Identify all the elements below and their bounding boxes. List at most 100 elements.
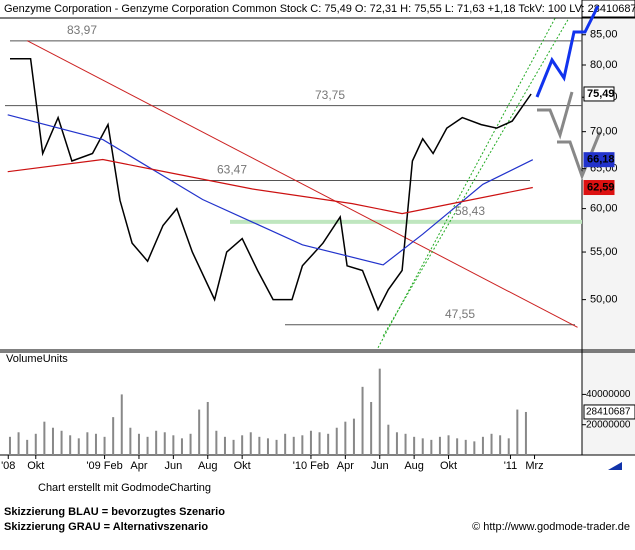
price-label: 66,18 [587, 154, 615, 166]
volume-bar [77, 438, 80, 455]
volume-bar [404, 433, 407, 455]
volume-bar [17, 432, 20, 455]
x-tick-label: Aug [404, 460, 424, 472]
x-tick-label: Okt [27, 460, 44, 472]
x-tick-label: Jun [371, 460, 389, 472]
y-tick-label: 50,00 [590, 294, 618, 306]
x-tick-label: '11 [504, 460, 518, 472]
y-tick-label: 60,00 [590, 203, 618, 215]
x-tick-label: Aug [198, 460, 218, 472]
volume-bar [327, 433, 330, 455]
volume-bar [524, 411, 527, 455]
volume-bar [8, 436, 11, 455]
x-tick-label: Apr [130, 460, 147, 472]
volume-bar [301, 435, 304, 455]
y-tick-label: 55,00 [590, 246, 618, 258]
price-label-box [583, 86, 615, 102]
volume-bar [490, 433, 493, 455]
volume-bar [94, 433, 97, 455]
x-tick-label: Apr [337, 460, 354, 472]
volume-bar [318, 432, 321, 455]
price-line [7, 114, 534, 266]
volume-bar [43, 421, 46, 455]
y-tick-label: 70,00 [590, 126, 618, 138]
volume-bar [361, 386, 364, 455]
source: © http://www.godmode-trader.de [472, 521, 630, 533]
volume-bar [421, 438, 424, 455]
volume-bar [241, 435, 244, 455]
volume-bar [266, 438, 269, 455]
volume-last-box [583, 404, 635, 420]
volume-bar [499, 435, 502, 455]
volume-bar [447, 435, 450, 455]
volume-bar [163, 432, 166, 455]
volume-bar [464, 439, 467, 455]
volume-bar [430, 439, 433, 455]
volume-bar [51, 427, 54, 455]
volume-bar [438, 436, 441, 455]
level-label: 47,55 [445, 307, 475, 321]
x-tick-label: '08 [1, 460, 15, 472]
plot-area [5, 18, 582, 349]
level-label: 83,97 [67, 23, 97, 37]
volume-bar [516, 409, 519, 455]
price-label: 75,49 [587, 88, 615, 100]
volume-bar [180, 438, 183, 455]
volume-bar [507, 438, 510, 455]
volume-bar [215, 430, 218, 455]
volume-label: VolumeUnits [6, 353, 68, 365]
x-tick-label: Okt [440, 460, 457, 472]
volume-bar [103, 436, 106, 455]
volume-bar [473, 441, 476, 455]
volume-bar [223, 436, 226, 455]
x-tick-label: Okt [234, 460, 251, 472]
volume-bar [146, 436, 149, 455]
level-label: 73,75 [315, 88, 345, 102]
price-line [7, 158, 533, 215]
volume-bar [60, 430, 63, 455]
volume-bar [292, 436, 295, 455]
volume-bar [275, 439, 278, 455]
volume-bar [189, 433, 192, 455]
y-tick-label: 85,00 [590, 29, 618, 41]
x-tick-label: '10 Feb [293, 460, 329, 472]
x-tick-label: '09 Feb [86, 460, 122, 472]
x-tick-label: Mrz [525, 460, 543, 472]
volume-bar [413, 436, 416, 455]
volume-bar [137, 433, 140, 455]
scenario-blue [535, 5, 600, 98]
x-tick-label: Jun [164, 460, 182, 472]
volume-bar [352, 418, 355, 455]
price-label-box [583, 180, 615, 196]
volume-bar [395, 432, 398, 455]
volume-bar [26, 439, 29, 455]
trendline [382, 18, 570, 337]
volume-bar [34, 433, 37, 455]
trendline [26, 40, 578, 328]
volume-bar [206, 401, 209, 455]
volume-bar [155, 430, 158, 455]
volume-bar [120, 394, 123, 455]
volume-bar [129, 427, 132, 455]
volume-bar [69, 435, 72, 455]
price-label-box [583, 152, 615, 168]
volume-bar [86, 432, 89, 455]
price-label: 62,59 [587, 181, 615, 193]
y-tick-label: 80,00 [590, 59, 618, 71]
volume-bar [387, 424, 390, 455]
volume-bar [112, 417, 115, 455]
volume-bar [172, 435, 175, 455]
volume-bar [344, 421, 347, 455]
chart-title: Genzyme Corporation - Genzyme Corporatio… [4, 3, 635, 15]
volume-bar [198, 409, 201, 455]
volume-bar [481, 436, 484, 455]
credit: Chart erstellt mit GodmodeCharting [38, 482, 211, 494]
icon [608, 462, 622, 470]
scenario-gray [537, 91, 574, 140]
note: Skizzierung GRAU = Alternativszenario [4, 521, 208, 533]
volume-bar [284, 433, 287, 455]
level-label: 58,43 [455, 204, 485, 218]
volume-bar [378, 368, 381, 455]
